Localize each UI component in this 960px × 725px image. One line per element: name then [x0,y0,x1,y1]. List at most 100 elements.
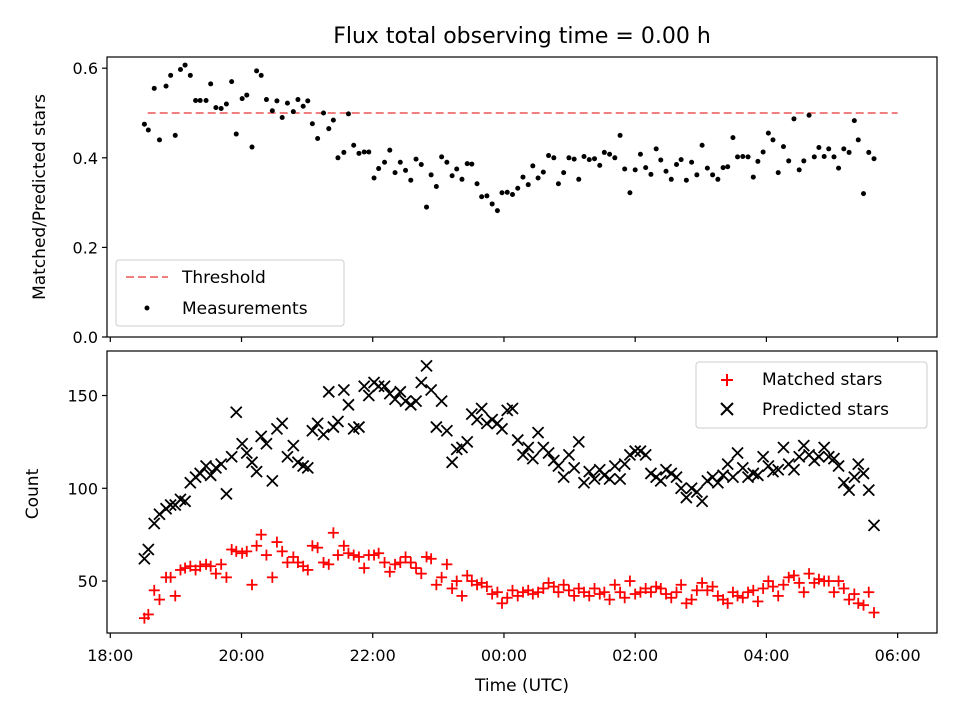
matched-star-point [558,579,570,591]
predicted-star-point [867,519,881,532]
matched-star-point [589,582,601,594]
predicted-star-point [711,476,724,489]
matched-star-point [671,586,683,598]
bottom-y-tick-label: 150 [67,387,98,406]
predicted-star-point [568,461,581,475]
predicted-star-point [215,458,228,471]
matched-star-point [803,568,815,580]
matched-star-point [165,571,177,583]
measurement-point [208,81,214,87]
matched-star-point [863,586,875,598]
threshold-legend-label: Threshold [181,268,266,288]
measurement-point [770,137,776,143]
bottom-y-tick-label: 100 [67,479,98,498]
measurement-point [489,201,495,207]
matched-star-point [451,575,463,587]
top-legend-box [115,259,345,327]
measurement-point [561,170,567,176]
measurement-point [187,72,193,78]
measurement-point [439,154,445,160]
measurement-point [156,137,162,143]
predicted-star-point [220,487,233,500]
predicted-star-point [475,402,488,415]
predicted-star-point [674,482,688,495]
top-y-tick-label: 0.4 [73,149,98,168]
predicted-star-point [777,441,790,454]
measurement-point [555,181,561,187]
predicted-star-point [209,461,223,475]
bottom-legend-box [695,361,928,429]
measurement-point [735,154,741,160]
measurement-point [168,72,174,78]
matched-star-point [691,584,703,596]
measurement-point [218,106,224,112]
predicted-star-point [388,393,402,406]
predicted-star-point [598,469,611,482]
measurement-point [321,110,327,116]
top-y-tick-label: 0.2 [73,238,98,257]
measurement-point [801,158,807,164]
measurement-point [382,159,388,165]
predicted-star-point [331,415,345,428]
measurement-point [846,149,852,155]
matched-star-point [446,582,458,594]
matched-star-point [436,571,448,583]
measurement-point [826,146,832,152]
predicted-star-point [516,448,530,462]
measurement-point [653,146,659,152]
matched-star-point [266,571,278,583]
predicted-star-point [716,469,730,482]
predicted-star-point [404,398,417,411]
matched-star-point [205,560,217,572]
measurement-point [341,149,347,155]
measurement-point [223,101,229,107]
matched-star-point [629,588,641,600]
bottom-x-ticks: 18:00 20:00 22:00 00:00 02:00 04:00 06:00 [87,633,921,665]
matched-star-point [461,569,473,581]
predicted-star-point [301,461,314,475]
predicted-star-point [311,417,324,430]
measurement-point [689,159,695,165]
matched-star-point [548,581,560,593]
matched-star-point [281,557,293,568]
predicted-star-point [352,420,366,434]
measurement-point [694,172,700,178]
measurement-point [612,155,618,161]
predicted-star-point [797,439,810,452]
matched-star-point [737,592,749,604]
measurement-point [760,149,766,155]
matched-star-point [583,590,595,602]
predicted-star-point [225,450,238,463]
matched-legend-label: Matched stars [762,370,882,390]
matched-star-point [441,558,453,570]
predicted-star-point [862,484,875,497]
predicted-star-point [531,426,545,439]
measurement-point [601,149,607,155]
predicted-star-point [317,428,330,441]
predicted-star-point [287,439,300,452]
bottom-x-tick-label: 02:00 [612,646,658,665]
predicted-star-point [842,484,856,497]
measurement-point [408,177,414,183]
measurement-point [658,157,664,163]
predicted-star-point [164,498,177,512]
measurement-point [403,167,409,173]
predicted-star-point [583,465,596,478]
matched-star-point [527,588,539,600]
predicted-legend-label: Predicted stars [762,400,889,420]
measurement-points [141,62,877,214]
measurement-point [710,172,716,178]
measurement-point [632,167,638,173]
measurement-point [300,103,306,109]
predicted-star-point [603,472,616,486]
top-y-tick-label: 0.6 [73,59,98,78]
measurement-point [182,62,188,68]
measurement-point [484,193,490,199]
bottom-x-axis-label: Time (UTC) [474,676,569,696]
measurement-point [233,131,239,137]
predicted-star-point [680,491,693,504]
measurement-point [499,190,505,196]
predicted-star-point [736,461,749,475]
predicted-star-point [399,394,412,408]
